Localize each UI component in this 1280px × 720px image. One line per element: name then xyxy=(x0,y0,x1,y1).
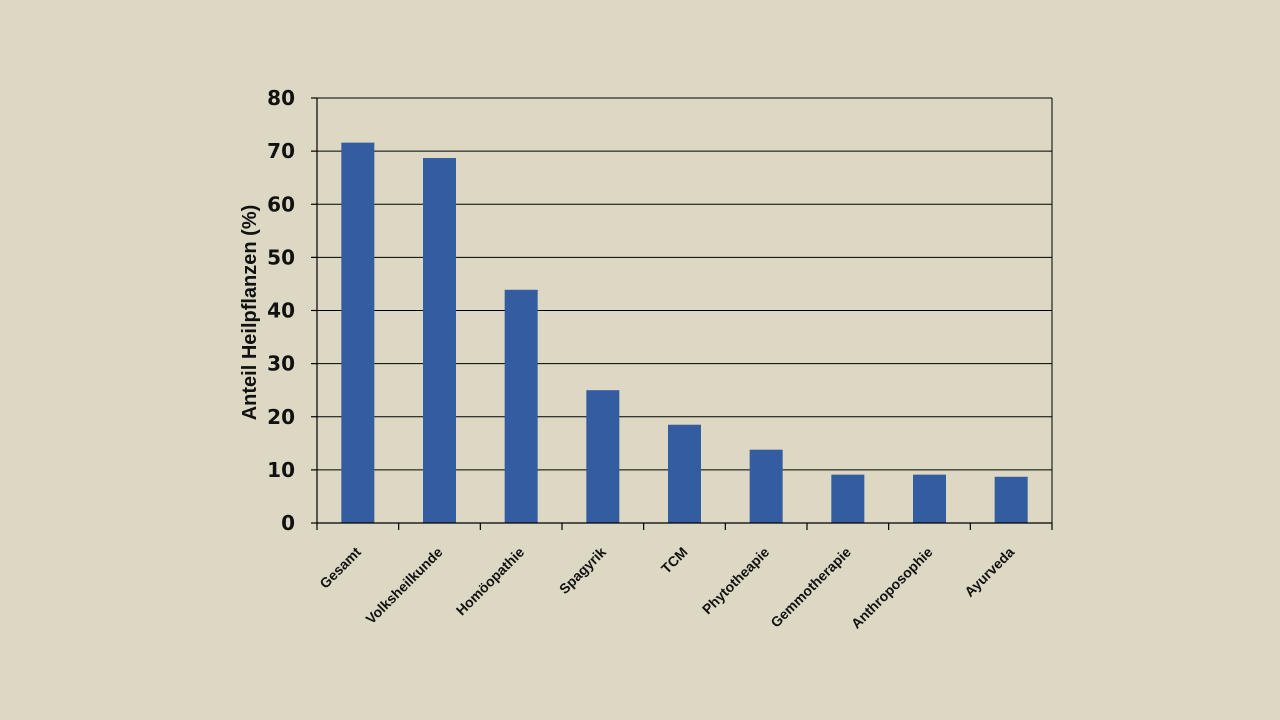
y-tick-label: 50 xyxy=(267,245,295,269)
x-tick-label: Homöopathie xyxy=(453,544,528,619)
bar xyxy=(913,474,946,523)
x-tick-label: Gesamt xyxy=(316,544,364,592)
x-tick-label: Gemmotherapie xyxy=(767,544,854,631)
x-tick-label: Volksheilkunde xyxy=(362,544,445,627)
bar xyxy=(749,449,783,523)
y-tick-label: 70 xyxy=(267,139,295,163)
x-tick-label: Anthroposophie xyxy=(848,544,936,632)
x-tick-label: Phytotheapie xyxy=(699,544,773,618)
y-tick-label: 20 xyxy=(267,405,295,429)
axes xyxy=(311,97,1053,530)
x-tick-label: Spagyrik xyxy=(556,544,609,597)
bar xyxy=(831,474,865,523)
y-tick-label: 40 xyxy=(267,299,295,323)
bar xyxy=(668,424,701,523)
y-tick-label: 60 xyxy=(267,192,295,216)
x-tick-label: Ayurveda xyxy=(961,544,1017,600)
y-tick-labels: 0 10 20 30 40 50 60 70 80 xyxy=(267,86,295,535)
y-tick-label: 10 xyxy=(267,458,295,482)
y-tick-label: 0 xyxy=(281,511,295,535)
bar xyxy=(341,142,375,523)
y-axis-label: Anteil Heilpflanzen (%) xyxy=(239,205,261,421)
bar xyxy=(504,289,538,523)
y-tick-label: 30 xyxy=(267,352,295,376)
y-tick-label: 80 xyxy=(267,86,295,110)
bar xyxy=(423,158,456,523)
x-tick-label: TCM xyxy=(658,544,691,577)
bar xyxy=(586,390,620,523)
bar xyxy=(994,476,1028,523)
bars xyxy=(341,142,1028,523)
